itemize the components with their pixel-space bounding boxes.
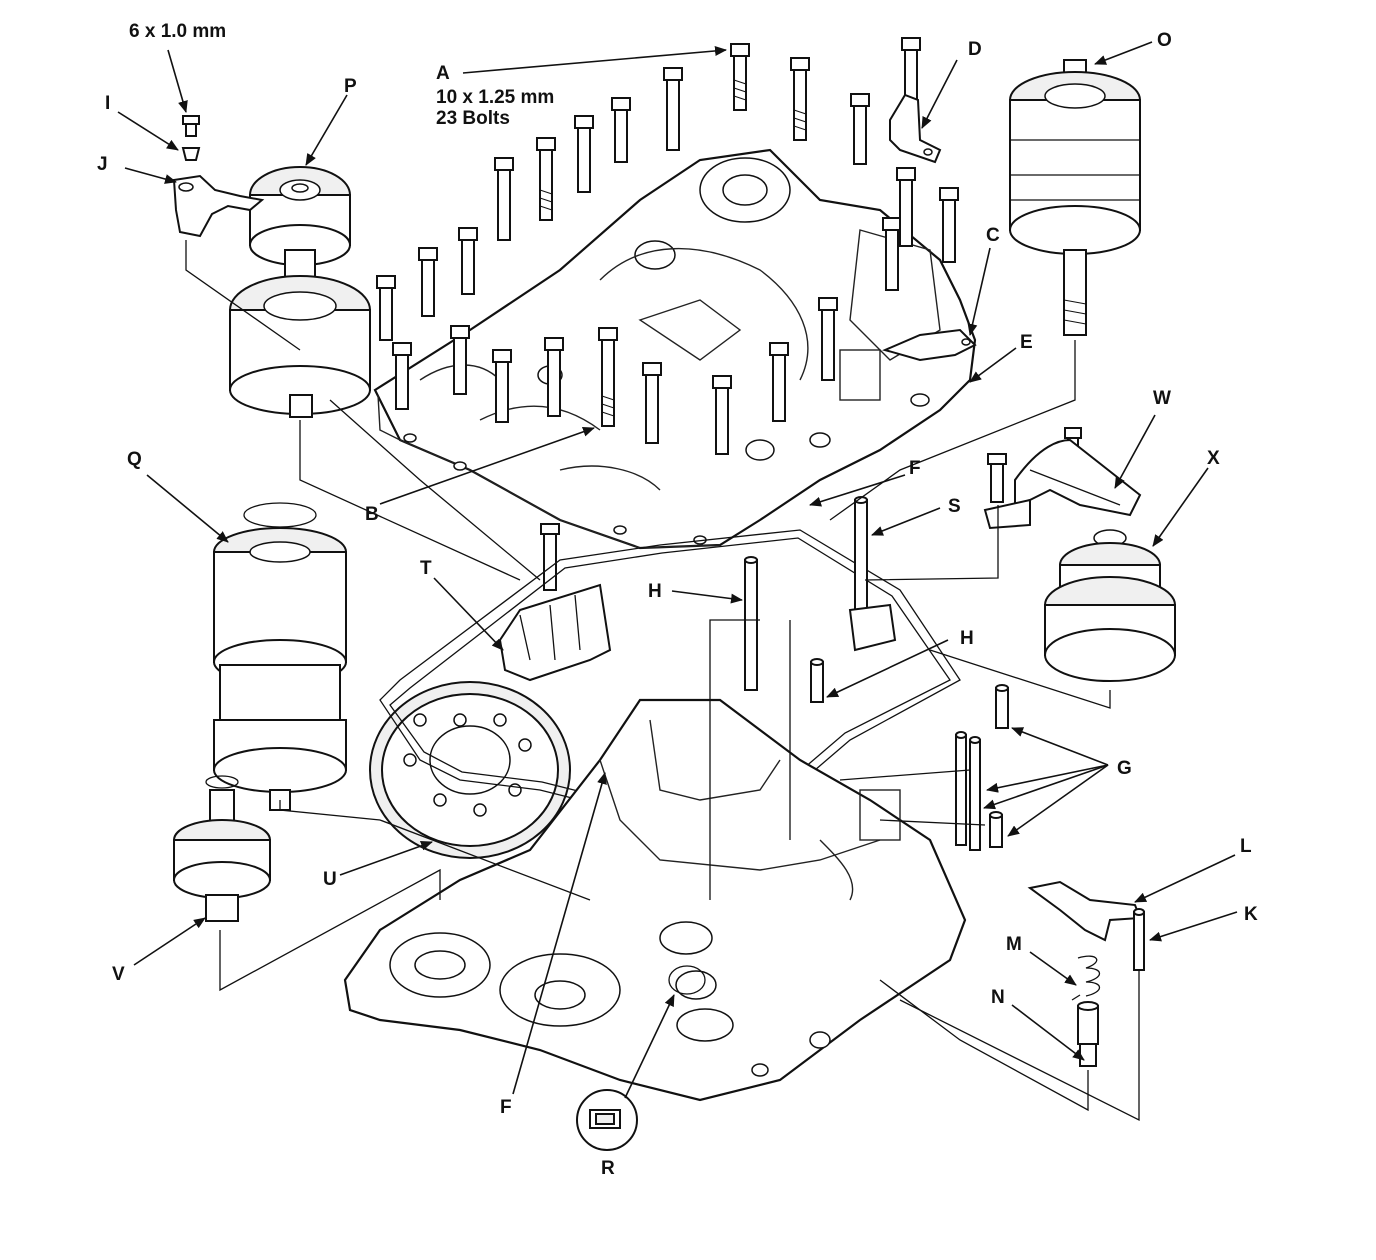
label-g: G [1117, 758, 1132, 779]
label-i: I [105, 93, 110, 114]
shift-fork-j [172, 174, 265, 238]
label-h-mid: H [960, 628, 974, 649]
pin-k [1133, 908, 1145, 971]
label-f-top: F [909, 458, 921, 479]
dowel-pins-h [744, 556, 824, 703]
bolt-i [181, 115, 201, 161]
label-b: B [365, 504, 379, 525]
label-d: D [968, 39, 982, 60]
shaft-v [173, 775, 271, 922]
callout-labels: 6 x 1.0 mm A 10 x 1.25 mm 23 Bolts I J P… [97, 21, 1258, 1179]
pin-n [1077, 1001, 1099, 1067]
label-r: R [601, 1158, 615, 1179]
label-n: N [991, 987, 1005, 1008]
bracket-c [882, 328, 977, 362]
label-k: K [1244, 904, 1258, 925]
label-a-spec-line2: 23 Bolts [436, 108, 510, 129]
label-f-bottom: F [500, 1097, 512, 1118]
label-l: L [1240, 836, 1252, 857]
label-x: X [1207, 448, 1220, 469]
label-a: A [436, 63, 450, 84]
label-s: S [948, 496, 961, 517]
shift-rod-s [848, 496, 897, 652]
label-arrows [117, 41, 1238, 1099]
label-e: E [1020, 332, 1033, 353]
transmission-housing-bottom [343, 698, 967, 1102]
differential-gear-u [369, 681, 571, 859]
label-a-spec-line1: 10 x 1.25 mm [436, 87, 554, 108]
gasket-plate [379, 529, 961, 831]
label-o: O [1157, 30, 1172, 51]
detail-callout-r [576, 965, 706, 1151]
label-p: P [344, 76, 357, 97]
dowel-pins-g [955, 684, 1009, 851]
label-q: Q [127, 449, 142, 470]
mainshaft-o [1009, 59, 1141, 336]
lever-l [1027, 880, 1142, 942]
transmission-housing-top [373, 148, 977, 550]
secondary-shaft-q [213, 502, 347, 811]
label-c: C [986, 225, 1000, 246]
label-j: J [97, 154, 108, 175]
housing-bolts [376, 37, 1082, 591]
guide-lines [185, 240, 1140, 1122]
label-i-spec: 6 x 1.0 mm [129, 21, 226, 42]
label-v: V [112, 964, 125, 985]
bracket-d [889, 93, 942, 164]
spring-m [1071, 955, 1101, 1001]
label-h-top: H [648, 581, 662, 602]
label-u: U [323, 869, 337, 890]
countershaft-p [229, 166, 371, 418]
gear-assembly-x [1044, 529, 1176, 682]
label-w: W [1153, 388, 1171, 409]
oil-reservoir-t [498, 583, 612, 682]
label-t: T [420, 558, 432, 579]
oil-guide-w [983, 438, 1142, 530]
label-m: M [1006, 934, 1022, 955]
